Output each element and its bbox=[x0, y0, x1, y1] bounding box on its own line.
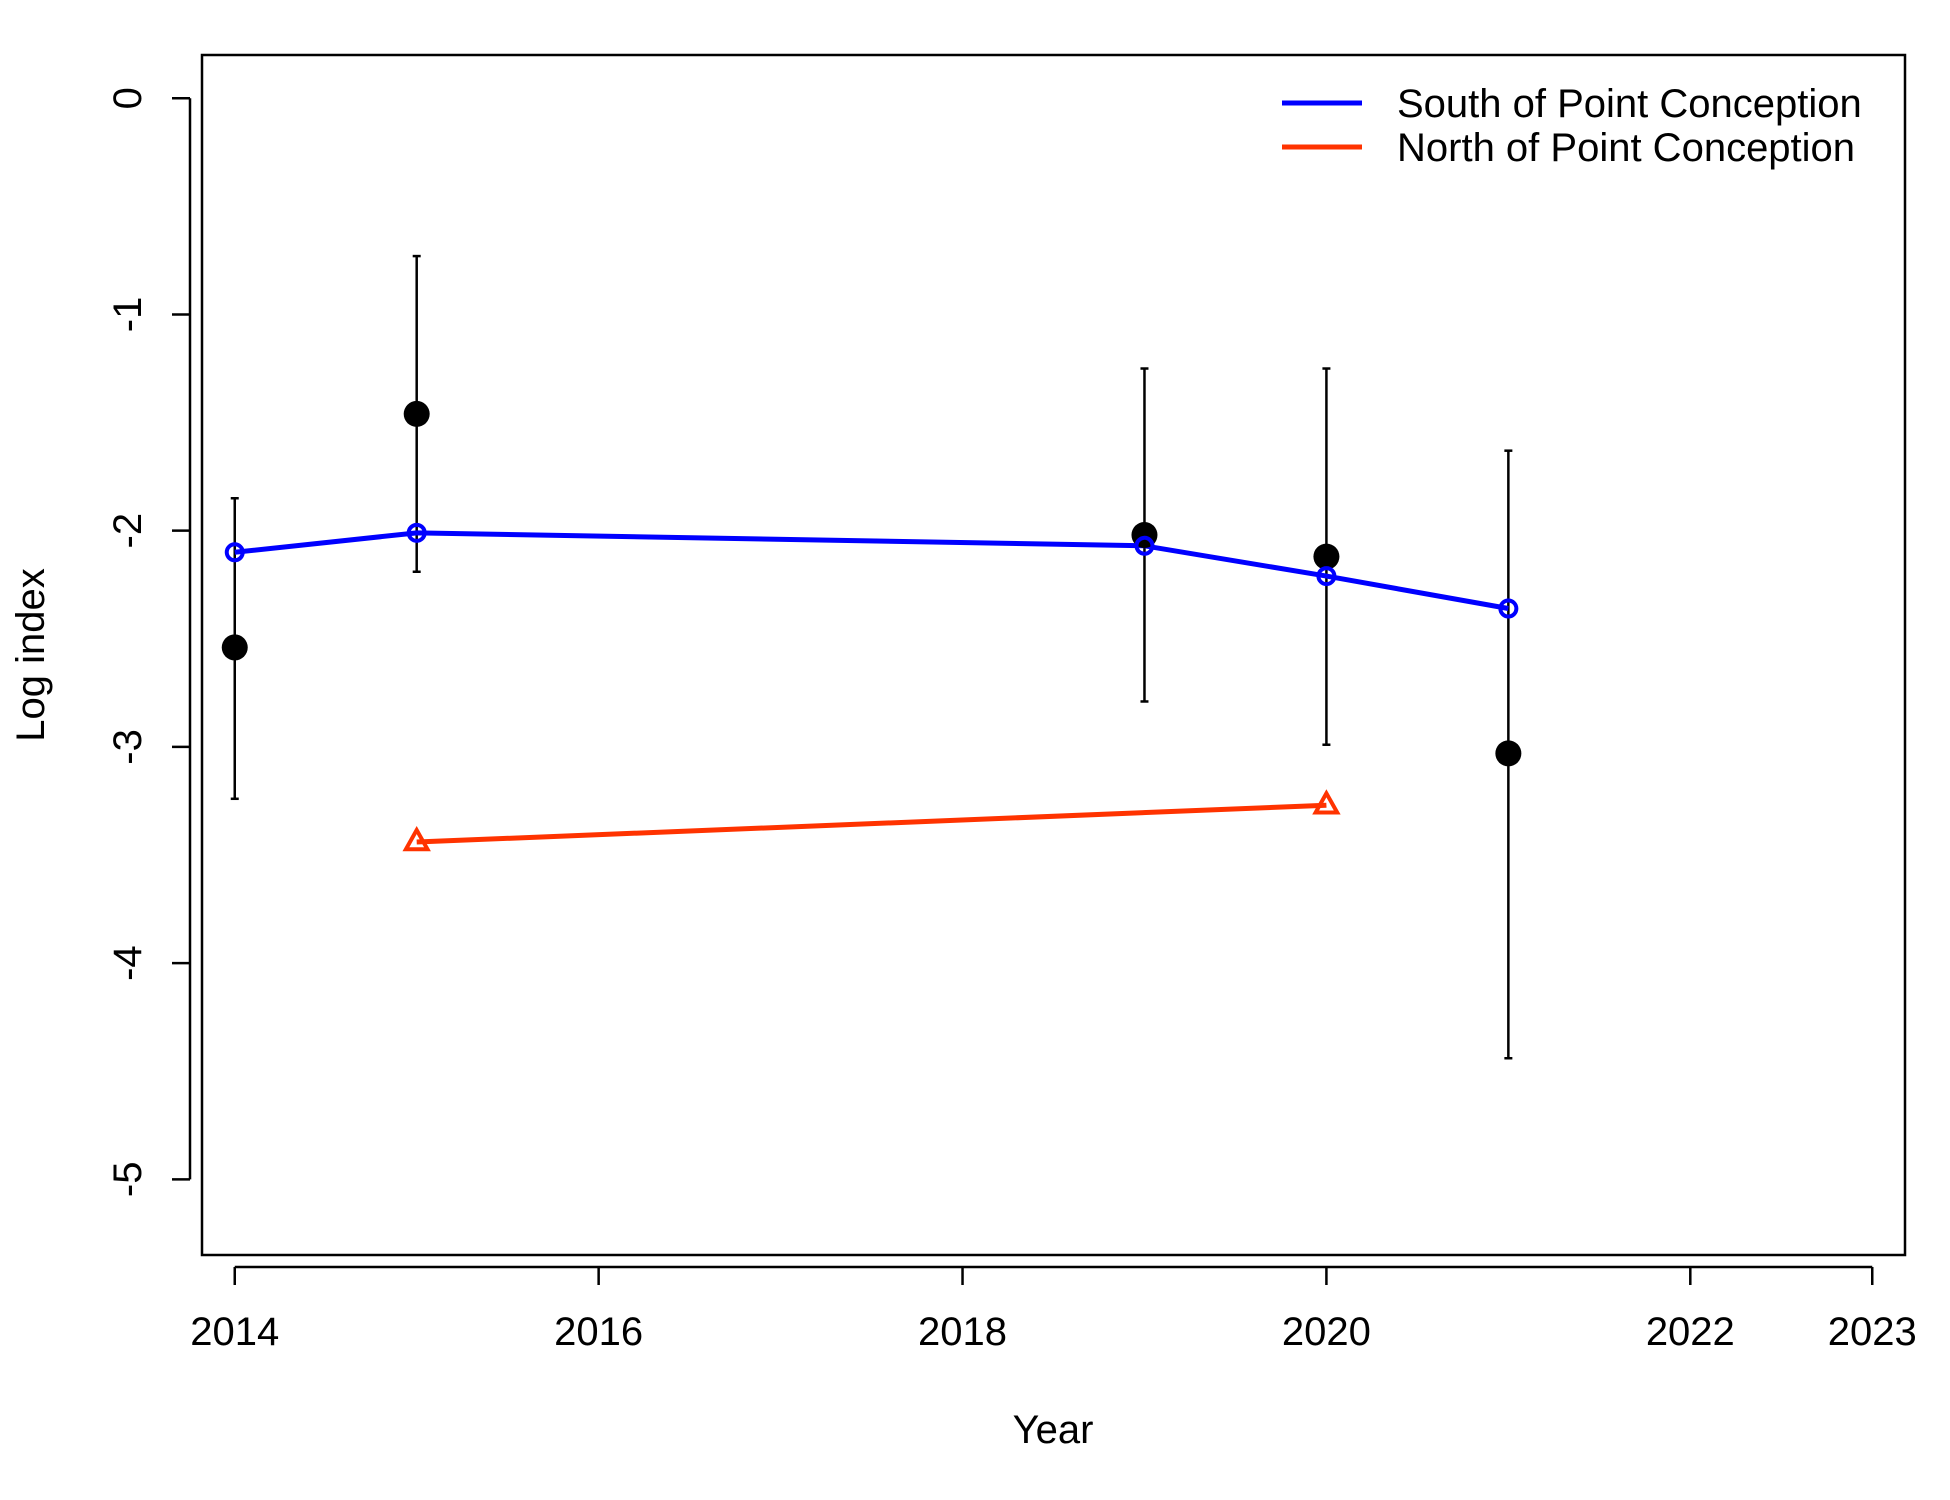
y-tick-label: -4 bbox=[106, 945, 150, 981]
south-series-marker bbox=[406, 522, 427, 543]
legend-label: South of Point Conception bbox=[1397, 82, 1862, 126]
x-axis: 2014 2016 2018 2020 2022 2023 bbox=[190, 1265, 1917, 1354]
north-series-marker bbox=[1312, 789, 1341, 815]
y-tick-label: -3 bbox=[106, 729, 150, 765]
south-series-marker bbox=[1134, 535, 1155, 556]
observed-point bbox=[1495, 740, 1522, 767]
south-series-marker bbox=[1316, 566, 1337, 587]
north-series-marker bbox=[402, 825, 431, 852]
observed-point bbox=[403, 400, 430, 427]
x-tick-label: 2023 bbox=[1828, 1310, 1917, 1354]
south-series-marker bbox=[1498, 598, 1519, 619]
y-tick-label: -1 bbox=[106, 297, 150, 333]
y-axis-title: Log index bbox=[9, 568, 53, 741]
legend-label: North of Point Conception bbox=[1397, 126, 1855, 170]
x-tick-label: 2018 bbox=[918, 1310, 1007, 1354]
y-axis: 0 -1 -2 -3 -4 -5 bbox=[106, 87, 192, 1198]
x-tick-label: 2022 bbox=[1646, 1310, 1735, 1354]
south-series-marker bbox=[224, 542, 245, 563]
y-tick-label: 0 bbox=[106, 87, 150, 109]
y-tick-label: -2 bbox=[106, 513, 150, 549]
north-series-line bbox=[416, 802, 1327, 845]
observed-point bbox=[1313, 543, 1340, 570]
x-tick-label: 2020 bbox=[1282, 1310, 1371, 1354]
x-axis-title: Year bbox=[1013, 1408, 1094, 1452]
series-markers bbox=[224, 522, 1519, 852]
x-tick-label: 2014 bbox=[190, 1310, 279, 1354]
x-tick-label: 2016 bbox=[554, 1310, 643, 1354]
observed-point bbox=[221, 634, 248, 661]
plot-frame bbox=[200, 53, 1907, 1257]
y-tick-label: -5 bbox=[106, 1162, 150, 1198]
